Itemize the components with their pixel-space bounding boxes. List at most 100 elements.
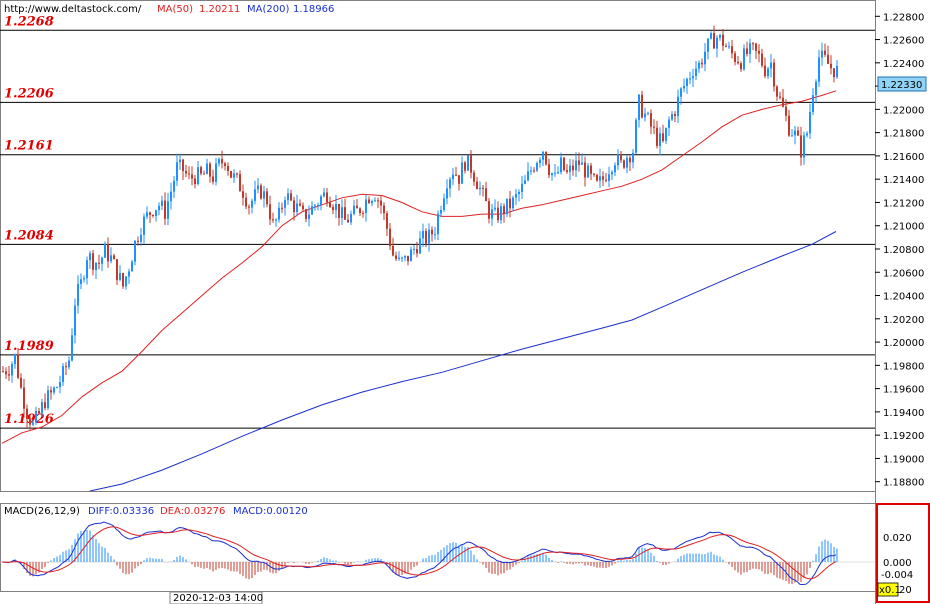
candle-body [311,206,313,215]
candle-body [95,262,97,270]
candle-body [47,390,49,409]
candle-body [779,96,781,98]
candle-body [407,255,409,262]
candle-body [341,207,343,218]
candle-body [44,402,46,409]
candle-body [782,97,784,107]
candle-body [251,200,253,208]
candle-body [182,159,184,171]
candle-body [344,207,346,220]
candle-body [50,390,52,393]
candle-body [134,240,136,262]
macd-tick-high: 0.020 [883,533,912,544]
candle-body [227,165,229,172]
candle-body [716,37,718,49]
candle-body [191,174,193,179]
candle-body [347,219,349,223]
candle-body [2,371,4,373]
candle-body [527,171,529,181]
candle-body [68,360,70,368]
candle-body [500,206,502,221]
candle-body [542,151,544,160]
candle-body [329,202,331,208]
candle-body [98,262,100,264]
level-label: 1.2161 [4,139,54,154]
candle-body [317,204,319,206]
candle-body [257,185,259,190]
candle-body [467,155,469,171]
candle-body [269,204,271,220]
candle-body [791,135,793,137]
candle-body [149,212,151,215]
candle-body [494,207,496,210]
candle-body [554,172,556,174]
candle-body [533,170,535,172]
level-lines: 1.2268 1.2206 1.2161 1.2084 1.1989 1.1926 [0,14,875,429]
ma200-line [89,231,837,492]
candle-body [776,86,778,97]
candle-body [578,160,580,165]
level-label: 1.1989 [4,339,54,354]
candle-body [419,238,421,254]
candle-body [497,207,499,221]
candle-body [482,187,484,189]
y-tick-label: 1.19200 [883,431,924,442]
candle-body [11,364,13,376]
candle-body [563,157,565,171]
y-tick-label: 1.21600 [883,152,924,163]
candle-body [164,200,166,219]
site-url[interactable]: http://www.deltastock.com/ [4,4,142,15]
macd-tick-low: -0.004 [881,570,913,581]
y-tick-label: 1.22000 [883,105,924,116]
candle-body [830,63,832,69]
candle-body [167,201,169,219]
candle-body [524,180,526,184]
candle-body [596,174,598,181]
y-tick-label: 1.19600 [883,385,924,396]
candle-body [284,200,286,208]
candle-body [644,113,646,118]
candle-body [155,210,157,217]
candle-body [638,94,640,120]
candle-body [509,198,511,209]
candle-body [719,34,721,38]
candle-body [548,164,550,176]
candle-body [737,61,739,64]
candle-body [32,422,34,425]
candle-body [245,197,247,207]
candle-body [140,234,142,242]
candle-body [707,38,709,52]
candle-body [29,418,31,425]
y-tick-label: 1.21200 [883,198,924,209]
candle-body [236,173,238,175]
candle-body [818,57,820,82]
y-tick-label: 1.22800 [883,12,924,23]
bottom-date: 2020-12-03 14:00 [173,593,263,604]
y-tick-label: 1.22400 [883,59,924,70]
candle-body [602,176,604,180]
candle-body [188,173,190,175]
y-tick-label: 1.20200 [883,315,924,326]
candle-body [71,335,73,361]
ma200-label: MA(200) [247,4,289,15]
candle-body [83,278,85,280]
candle-body [470,155,472,173]
macd-value: MACD:0.00120 [233,506,308,517]
candle-body [119,273,121,281]
y-tick-label: 1.21800 [883,129,924,140]
candle-body [215,163,217,182]
candle-body [152,214,154,217]
candle-body [710,33,712,39]
candle-body [431,229,433,235]
candle-body [677,96,679,117]
candle-body [683,86,685,89]
candle-body [200,167,202,174]
candle-body [197,167,199,185]
y-tick-label: 1.20800 [883,245,924,256]
candle-body [320,196,322,205]
candle-body [809,111,811,134]
candle-body [461,162,463,184]
candle-body [731,46,733,54]
candle-body [530,170,532,172]
candle-body [59,382,61,388]
